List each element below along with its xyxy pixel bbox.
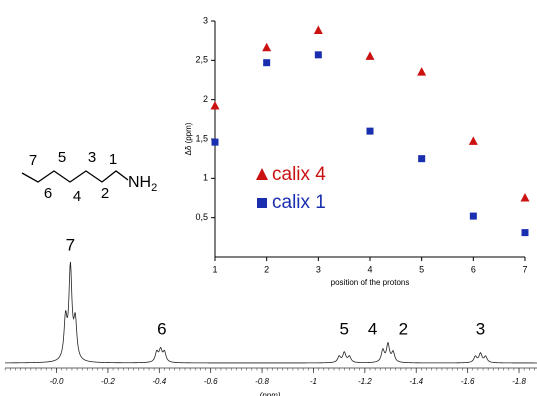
legend-marker: [257, 198, 267, 208]
marker-square: [469, 212, 477, 220]
y-tick-label: 1: [203, 173, 208, 183]
y-tick-label: 1,5: [195, 133, 208, 143]
x-tick-label: 4: [367, 264, 372, 274]
x-tick-label: 1: [212, 264, 217, 274]
x-tick-label: 6: [471, 264, 476, 274]
peak-label: 2: [399, 319, 408, 338]
marker-triangle: [468, 136, 478, 145]
x-axis-label: (ppm): [260, 391, 281, 396]
legend-label: calix 4: [272, 164, 326, 185]
marker-square: [211, 138, 219, 146]
position-label: 7: [29, 152, 37, 169]
legend-marker: [256, 168, 268, 180]
marker-triangle: [365, 51, 375, 60]
x-tick-label: 3: [316, 264, 321, 274]
legend-label: calix 1: [272, 192, 326, 213]
marker-triangle: [520, 193, 530, 202]
y-tick-label: 2: [203, 94, 208, 104]
x-tick-label: 5: [419, 264, 424, 274]
x-tick-label: -0.2: [101, 377, 115, 386]
y-tick-label: 3: [203, 15, 208, 25]
x-tick-label: -0.8: [255, 377, 269, 386]
position-label: 2: [101, 185, 109, 202]
x-tick-label: -1: [310, 377, 317, 386]
y-tick-label: 2,5: [195, 55, 208, 65]
marker-square: [263, 59, 271, 67]
peak-label: 5: [340, 319, 349, 338]
x-tick-label: -0.4: [152, 377, 166, 386]
marker-square: [418, 155, 426, 163]
peak-label: 4: [368, 319, 377, 338]
carbon-chain: [21, 170, 129, 183]
position-label: 6: [44, 185, 52, 202]
x-tick-label: -1.8: [512, 377, 526, 386]
x-tick-label: 2: [264, 264, 269, 274]
peak-label: 3: [476, 319, 485, 338]
spectrum: [5, 261, 537, 364]
marker-triangle: [417, 67, 427, 76]
position-label: 1: [109, 151, 117, 168]
peak-label: 6: [157, 319, 166, 338]
amine-label: NH2: [128, 174, 157, 194]
marker-square: [521, 229, 529, 237]
y-axis-label: Δδ (ppm): [184, 122, 193, 155]
position-label: 5: [58, 149, 66, 166]
x-tick-label: -0.0: [50, 377, 64, 386]
marker-triangle: [313, 25, 323, 34]
marker-square: [366, 127, 374, 135]
position-label: 3: [88, 149, 96, 166]
x-tick-label: -0.6: [204, 377, 218, 386]
x-tick-label: -1.6: [461, 377, 475, 386]
amine: NH: [128, 174, 151, 191]
x-axis-label: position of the protons: [331, 278, 410, 287]
x-tick-label: -1.2: [358, 377, 372, 386]
position-label: 4: [73, 188, 81, 205]
peak-label: 7: [66, 235, 75, 254]
marker-square: [314, 51, 322, 59]
amine-subscript: 2: [151, 182, 157, 194]
molecule: 7 5 3 1 6 4 2 NH2: [21, 149, 157, 205]
marker-triangle: [210, 100, 220, 110]
marker-triangle: [262, 42, 272, 52]
x-tick-label: -1.4: [409, 377, 423, 386]
y-tick-label: 0,5: [195, 212, 208, 222]
x-tick-label: 7: [522, 264, 527, 274]
